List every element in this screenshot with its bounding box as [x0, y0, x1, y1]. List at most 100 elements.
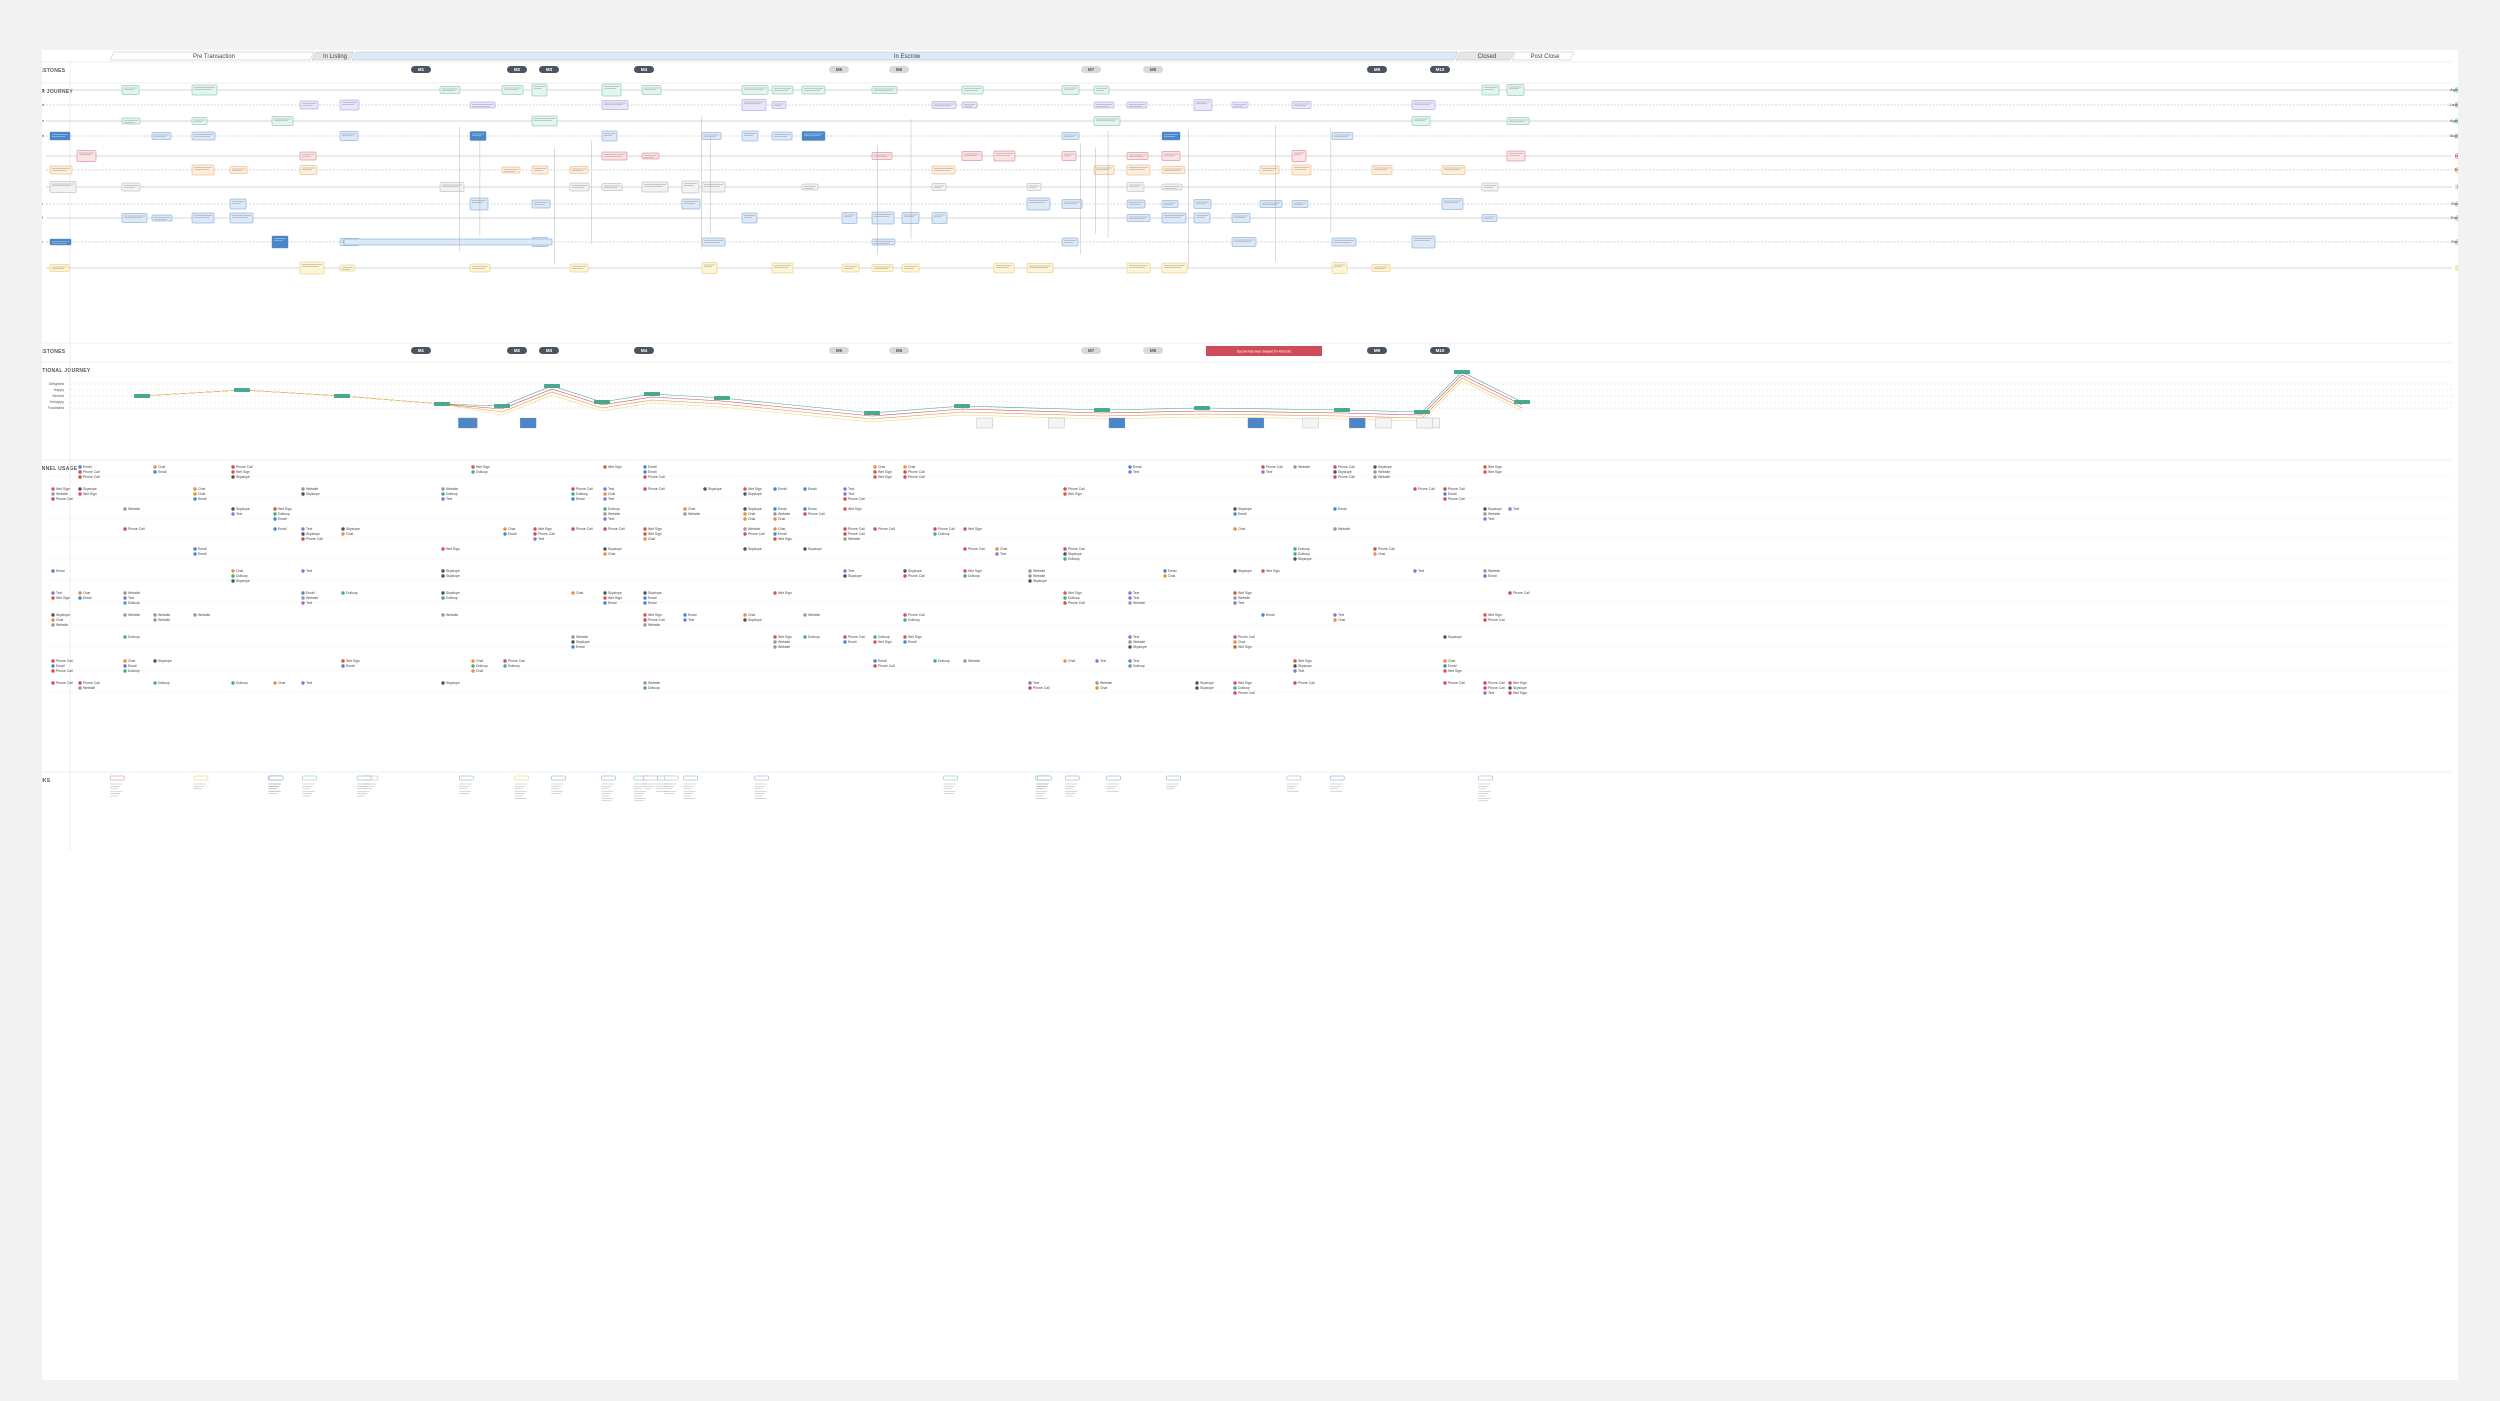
milestone-pill-m5[interactable]: M5 [829, 347, 849, 354]
channel-chip: Website [51, 492, 68, 496]
lane-tag-bg [2455, 133, 2458, 139]
channel-label: Phone Call [878, 664, 895, 668]
channel-chip: Website [773, 640, 790, 644]
channel-chip: Dotloop [643, 686, 660, 690]
channel-chip: Email [643, 596, 657, 600]
milestone-pill-m6[interactable]: M6 [889, 347, 909, 354]
channel-label: Skyslope [748, 618, 762, 622]
channel-chip: Website [963, 659, 980, 663]
milestone-pill-m4[interactable]: M4 [634, 347, 654, 354]
milestone-pill-m2[interactable]: M2 [507, 347, 527, 354]
channel-label: Dotloop [1238, 686, 1250, 690]
milestone-pill-m3[interactable]: M3 [539, 66, 559, 73]
channel-label: Wet Sign [1298, 659, 1312, 663]
channel-chip: Phone Call [231, 465, 253, 469]
milestone-pill-m5[interactable]: M5 [829, 66, 849, 73]
milestone-pill-m4[interactable]: M4 [634, 66, 654, 73]
milestone-pill-m9[interactable]: M9 [1367, 66, 1387, 73]
channel-label: Website [1488, 569, 1500, 573]
channel-chip: Text [1028, 681, 1039, 685]
phase-bar [351, 51, 1459, 61]
channel-chip: Text [301, 527, 312, 531]
channel-chip: Wet Sign [1483, 613, 1502, 617]
milestone-pill-m1[interactable]: M1 [411, 66, 431, 73]
milestone-pill-m3[interactable]: M3 [539, 347, 559, 354]
milestone-label: M9 [1374, 348, 1381, 353]
milestone-pill-m10[interactable]: M10 [1430, 347, 1450, 354]
channel-icon [153, 613, 157, 617]
channel-label: Skyslope [446, 574, 460, 578]
milestone-pill-m2[interactable]: M2 [507, 66, 527, 73]
channel-icon [1233, 640, 1237, 644]
journey-banner [343, 238, 553, 246]
channel-label: Text [306, 601, 312, 605]
channel-chip: Website [1233, 596, 1250, 600]
journey-step-card [601, 130, 618, 142]
channel-label: Phone Call [1513, 591, 1530, 595]
channel-icon [1128, 596, 1132, 600]
channel-chip: Wet Sign [1508, 681, 1527, 685]
channel-label: Website [1033, 574, 1045, 578]
channel-label: Website [688, 512, 700, 516]
emotion-marker [594, 400, 610, 404]
think-bubble [643, 775, 658, 789]
channel-label: Chat [476, 669, 483, 673]
channel-icon [193, 492, 197, 496]
milestone-pill-m7[interactable]: M7 [1081, 347, 1101, 354]
think-bubble [356, 775, 372, 797]
channel-chip: Website [301, 596, 318, 600]
channel-icon [78, 681, 82, 685]
channel-label: Email [278, 527, 287, 531]
channel-icon [743, 512, 747, 516]
channel-icon [51, 487, 55, 491]
channel-label: Skyslope [1513, 686, 1527, 690]
channel-chip: Email [773, 532, 787, 536]
channel-chip: Skyslope [1293, 664, 1312, 668]
milestone-pill-m1[interactable]: M1 [411, 347, 431, 354]
channel-chip: Website [1128, 601, 1145, 605]
milestone-label: M9 [1374, 67, 1381, 72]
emotion-marker [494, 404, 510, 408]
emotion-marker [1414, 410, 1430, 414]
journey-step-card [1126, 214, 1151, 222]
channel-chip: Skyslope [843, 574, 862, 578]
channel-chip: Skyslope [153, 659, 172, 663]
channel-label: Email [1338, 507, 1347, 511]
channel-label: Email [576, 497, 585, 501]
journey-step-card [1061, 199, 1083, 209]
channel-chip: Phone Call [1293, 681, 1315, 685]
think-tag [1329, 775, 1345, 781]
milestone-pill-m9[interactable]: M9 [1367, 347, 1387, 354]
milestone-pill-m6[interactable]: M6 [889, 66, 909, 73]
channel-chip: Wet Sign [873, 470, 892, 474]
journey-step-card [1371, 264, 1391, 272]
milestone-pill-m8[interactable]: M8 [1143, 347, 1163, 354]
emotion-marker [434, 402, 450, 406]
journey-step-card [469, 197, 489, 211]
channel-icon [51, 613, 55, 617]
milestone-pill-m7[interactable]: M7 [1081, 66, 1101, 73]
channel-label: Dotloop [648, 686, 660, 690]
channel-label: Text [1133, 635, 1139, 639]
channel-label: Skyslope [1238, 507, 1252, 511]
channel-label: Dotloop [278, 512, 290, 516]
channel-icon [123, 669, 127, 673]
channel-icon [231, 465, 235, 469]
think-tag [109, 775, 125, 781]
channel-icon [1233, 681, 1237, 685]
channel-chip: Phone Call [1261, 465, 1283, 469]
emotion-note-card [976, 417, 994, 429]
channel-label: Text [1488, 691, 1494, 695]
channel-chip: Skyslope [803, 547, 822, 551]
channel-label: Phone Call [56, 681, 73, 685]
milestone-pill-m10[interactable]: M10 [1430, 66, 1450, 73]
channel-icon [933, 659, 937, 663]
milestone-pill-m8[interactable]: M8 [1143, 66, 1163, 73]
milestone-pill-shape [411, 347, 431, 354]
channel-label: Wet Sign [648, 532, 662, 536]
channel-chip: Email [1233, 512, 1247, 516]
channel-chip: Chat [1163, 574, 1175, 578]
channel-icon [273, 681, 277, 685]
lane-tag-left: Escrow Offi [42, 215, 43, 220]
